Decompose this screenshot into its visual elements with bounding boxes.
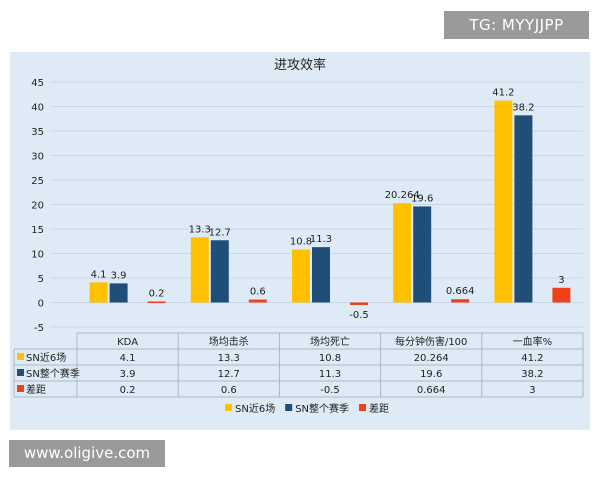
y-tick-label: 5 [38,274,44,285]
data-label: 13.3 [189,224,211,235]
table-cell: 3.9 [120,369,136,380]
table-category-label: 场均击杀 [209,335,249,348]
data-table: KDA 场均击杀 场均死亡 每分钟伤害/100 一血率% SN近6场 4.1 13.3 10.8… [13,332,584,398]
table-cell: 12.7 [218,369,240,380]
legend: SN近6场 SN整个赛季 差距 [225,402,389,415]
legend-swatch [285,404,293,411]
data-label: 0.664 [446,286,475,297]
table-cell: 0.2 [120,385,136,396]
watermark-site: www.oligive.com [9,440,165,467]
table-cell: 41.2 [521,353,543,364]
data-label: 4.1 [91,269,107,280]
data-label: -0.5 [349,310,369,321]
y-tick-label: -5 [34,323,44,334]
table-cell: 38.2 [521,369,543,380]
bar [190,237,209,303]
bar [552,287,571,303]
table-cell: 19.6 [420,369,442,380]
data-label: 19.6 [411,193,433,204]
table-cell: 13.3 [218,353,240,364]
bar [514,115,533,303]
bar [210,240,229,303]
bar [312,247,330,303]
y-tick-label: 25 [31,176,44,187]
table-cell: 4.1 [120,353,136,364]
series-key-swatch [17,353,24,360]
table-cell: 3 [529,385,535,396]
data-label: 0.2 [149,289,165,300]
table-cell: 11.3 [319,369,341,380]
bar [350,302,368,305]
watermark-tg: TG: MYYJJPP [444,11,589,39]
data-label: 20.264 [385,190,420,201]
bar [292,249,310,303]
table-cell: -0.5 [320,385,340,396]
data-label: 38.2 [512,102,534,113]
data-label: 12.7 [209,227,231,238]
chart-area: 进攻效率 -5 0 5 10 15 20 25 30 35 40 45 4.1 3.9 0.2 13.3 1… [10,52,590,430]
data-labels: 4.1 3.9 0.2 13.312.7 0.6 10.811.3 -0.5 20.26419… [91,88,565,321]
y-tick-label: 45 [31,78,44,89]
table-cell: 20.264 [414,353,449,364]
bar [413,206,432,303]
y-tick-label: 15 [31,225,44,236]
legend-label: SN整个赛季 [295,402,349,415]
table-series-name: SN整个赛季 [26,367,80,380]
table-category-label: 每分钟伤害/100 [395,335,467,348]
bar [109,283,128,303]
table-category-label: KDA [117,337,138,348]
y-axis-ticks: -5 0 5 10 15 20 25 30 35 40 45 [31,78,44,334]
bar [248,299,267,303]
data-label: 11.3 [310,234,332,245]
table-cell: 0.664 [417,385,446,396]
y-tick-label: 30 [31,152,44,163]
data-label: 41.2 [492,88,514,99]
y-tick-label: 10 [31,250,44,261]
bars [89,100,571,305]
table-category-label: 一血率% [513,335,553,348]
grid-lines [50,81,583,328]
bar [89,282,108,303]
bar [451,299,470,303]
data-label: 10.8 [290,237,312,248]
series-key-swatch [17,385,24,392]
bar [393,203,412,303]
chart-title: 进攻效率 [274,57,326,73]
legend-label: SN近6场 [235,402,275,415]
table-category-label: 场均死亡 [310,335,350,348]
table-series-name: SN近6场 [26,351,66,364]
y-tick-label: 20 [31,201,44,212]
legend-label: 差距 [369,402,389,415]
y-tick-label: 40 [31,103,44,114]
series-key-swatch [17,369,24,376]
y-tick-label: 0 [38,299,44,310]
legend-swatch [225,404,232,411]
table-series-name: 差距 [26,383,46,396]
bar [494,100,513,303]
data-label: 0.6 [250,287,266,298]
bar [147,301,166,304]
data-label: 3.9 [111,270,127,281]
table-cell: 0.6 [221,385,237,396]
legend-swatch [359,404,367,411]
table-cell: 10.8 [319,353,341,364]
data-label: 3 [558,275,564,286]
y-tick-label: 35 [31,127,44,138]
